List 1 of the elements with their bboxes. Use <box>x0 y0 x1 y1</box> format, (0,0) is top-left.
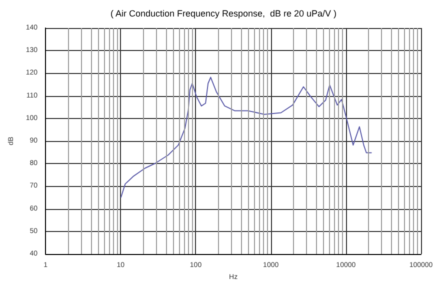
chart-title: ( Air Conduction Frequency Response, dB re 20 uPa/V ) <box>110 8 337 18</box>
